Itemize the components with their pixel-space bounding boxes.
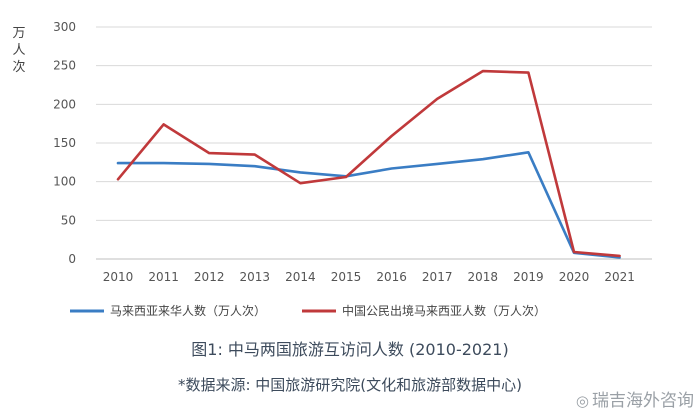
x-tick-label: 2015 bbox=[331, 270, 362, 284]
x-tick-label: 2011 bbox=[148, 270, 179, 284]
legend-label-1: 马来西亚来华人数（万人次） bbox=[110, 303, 266, 318]
source-caption: *数据来源: 中国旅游研究院(文化和旅游部数据中心) bbox=[177, 376, 523, 394]
watermark: ◎ 瑞吉海外咨询 bbox=[576, 386, 694, 411]
x-tick-label: 2021 bbox=[604, 270, 635, 284]
x-tick-labels: 2010 2011 2012 2013 2014 2015 2016 2017 2018 2019… bbox=[103, 270, 635, 284]
y-tick-label: 300 bbox=[53, 20, 76, 34]
y-tick-label: 200 bbox=[53, 97, 76, 111]
gridlines bbox=[96, 26, 652, 260]
weibo-logo-icon: ◎ bbox=[575, 392, 589, 410]
x-tick-label: 2016 bbox=[376, 270, 407, 284]
x-tick-label: 2012 bbox=[194, 270, 225, 284]
series-line-1 bbox=[116, 151, 621, 259]
x-tick-label: 2014 bbox=[285, 270, 316, 284]
figure-caption: 图1: 中马两国旅游互访问人数 (2010-2021) bbox=[191, 340, 509, 359]
y-tick-label: 100 bbox=[53, 175, 76, 189]
y-tick-label: 250 bbox=[53, 59, 76, 73]
legend-label-2: 中国公民出境马来西亚人数（万人次） bbox=[342, 303, 546, 318]
x-tick-label: 2010 bbox=[103, 270, 134, 284]
y-tick-label: 50 bbox=[61, 213, 76, 227]
x-tick-label: 2020 bbox=[559, 270, 590, 284]
y-tick-labels: 0 50 100 150 200 250 300 bbox=[53, 20, 76, 266]
x-tick-label: 2013 bbox=[240, 270, 271, 284]
y-axis-label: 万人次 bbox=[12, 26, 25, 75]
y-tick-label: 150 bbox=[53, 136, 76, 150]
x-tick-label: 2018 bbox=[468, 270, 499, 284]
series-lines bbox=[116, 69, 621, 259]
x-tick-label: 2019 bbox=[513, 270, 544, 284]
legend: 马来西亚来华人数（万人次） 中国公民出境马来西亚人数（万人次） bbox=[70, 303, 546, 318]
y-tick-label: 0 bbox=[68, 252, 76, 266]
watermark-text: 瑞吉海外咨询 bbox=[592, 391, 694, 411]
x-tick-label: 2017 bbox=[422, 270, 453, 284]
series-line-2 bbox=[116, 69, 621, 258]
